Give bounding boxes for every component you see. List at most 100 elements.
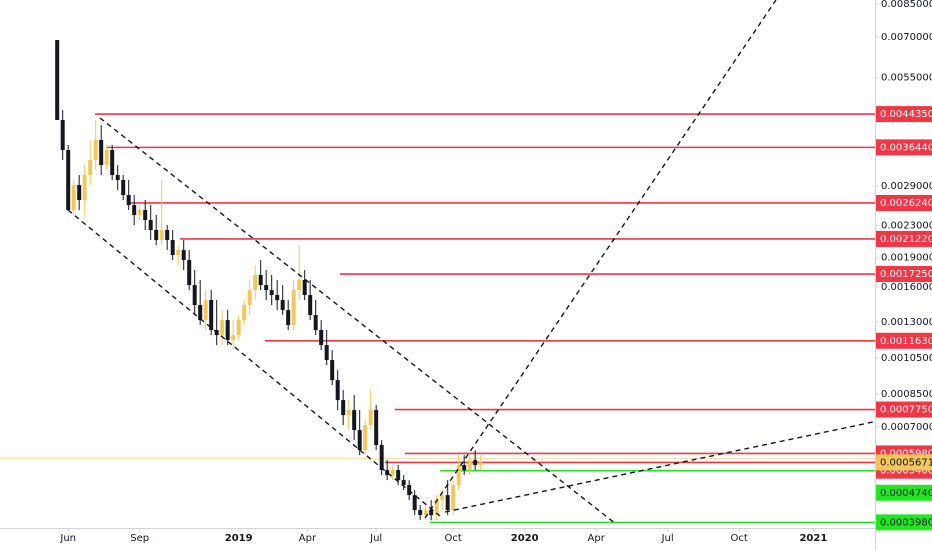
candle-body <box>115 175 120 181</box>
candle-body <box>467 460 472 471</box>
level-label-bg <box>876 139 932 156</box>
x-tick-label: 2020 <box>511 533 539 544</box>
candle-body <box>60 120 65 151</box>
candle-body <box>93 140 98 161</box>
trend-lines <box>67 0 874 525</box>
candle-body <box>385 470 390 476</box>
candle-body <box>137 210 142 216</box>
y-tick-label: 0.0085000 <box>881 0 932 10</box>
axis-layer: 0.0085000 0.0070000 0.0055000 0.0029000 0.00… <box>59 0 932 544</box>
candle-body <box>352 410 357 431</box>
last-price-label: 0.0005671 <box>880 457 932 468</box>
level-label-bg <box>876 401 932 418</box>
y-tick-label: 0.0013000 <box>881 317 932 328</box>
candle-body <box>99 140 104 166</box>
candle-body <box>220 320 225 336</box>
y-tick-label: 0.0007000 <box>881 422 932 433</box>
candle-body <box>181 250 186 261</box>
candle-body <box>445 495 450 511</box>
x-tick-label: Oct <box>445 533 462 544</box>
candle-body <box>440 495 445 501</box>
candle-body <box>242 305 247 321</box>
candle-body <box>132 205 137 216</box>
y-tick-label: 0.0029000 <box>881 181 932 192</box>
candle-body <box>264 285 269 291</box>
candle-body <box>412 495 417 511</box>
candle-body <box>451 485 456 511</box>
level-label: 0.0036440 <box>880 142 932 153</box>
candle-body <box>335 380 340 401</box>
level-label: 0.0021220 <box>880 234 932 245</box>
trend-line <box>99 117 617 525</box>
candle-body <box>478 462 483 466</box>
candle-body <box>390 470 395 476</box>
levels-layer <box>0 113 875 524</box>
candle-body <box>126 195 131 206</box>
candle-body <box>71 185 76 211</box>
level-label-bg <box>876 332 932 349</box>
candle-body <box>258 275 263 286</box>
last-price-label-bg <box>876 454 932 471</box>
level-label: 0.0044350 <box>880 109 932 120</box>
candle-body <box>148 220 153 231</box>
candle-body <box>55 40 60 121</box>
candle-body <box>236 320 241 336</box>
candle-body <box>363 425 368 451</box>
candle-body <box>77 185 82 201</box>
candle-body <box>143 210 148 221</box>
candle-body <box>374 410 379 446</box>
level-label-bg <box>876 106 932 123</box>
candle-body <box>104 150 109 166</box>
candle-body <box>275 295 280 301</box>
y-tick-label: 0.0023000 <box>881 220 932 231</box>
candle-body <box>110 150 115 176</box>
level-label: 0.0003980 <box>880 517 932 528</box>
y-tick-label: 0.0055000 <box>881 73 932 84</box>
candle-body <box>319 330 324 346</box>
x-tick-label: Jun <box>59 533 76 544</box>
candle-body <box>231 335 236 341</box>
candle-body <box>253 275 258 291</box>
candle-body <box>154 230 159 241</box>
x-tick-label: Oct <box>731 533 748 544</box>
candle-body <box>121 180 126 196</box>
candle-body <box>170 240 175 256</box>
candle-body <box>346 410 351 416</box>
x-tick-label: Jul <box>661 533 674 544</box>
candle-body <box>247 290 252 306</box>
candle-body <box>308 295 313 316</box>
candle-body <box>302 280 307 296</box>
level-label: 0.0004740 <box>880 488 932 499</box>
candle-body <box>198 305 203 321</box>
candle-body <box>291 290 296 326</box>
candle-body <box>192 285 197 306</box>
candle-body <box>187 260 192 286</box>
candle-body <box>225 320 230 341</box>
level-label-bg <box>876 230 932 247</box>
candle-body <box>280 300 285 311</box>
candle-body <box>324 345 329 361</box>
candle-body <box>462 465 467 471</box>
y-tick-label: 0.0070000 <box>881 32 932 43</box>
y-tick-label: 0.0008500 <box>881 389 932 400</box>
trend-line <box>444 421 874 513</box>
candle-body <box>423 510 428 516</box>
level-label-bg <box>876 484 932 501</box>
x-tick-label: 2021 <box>799 533 827 544</box>
candle-body <box>203 300 208 321</box>
candle-body <box>66 150 71 211</box>
level-label: 0.0011630 <box>880 336 932 347</box>
candle-body <box>418 510 423 516</box>
y-tick-label: 0.0016000 <box>881 282 932 293</box>
candle-body <box>159 230 164 241</box>
candle-body <box>456 465 461 486</box>
candle-body <box>82 175 87 201</box>
candles-layer <box>55 40 483 521</box>
level-label: 0.0017250 <box>880 269 932 280</box>
x-tick-label: Apr <box>299 533 317 544</box>
candle-body <box>341 400 346 416</box>
candle-body <box>473 460 478 466</box>
x-tick-label: Jul <box>369 533 382 544</box>
y-tick-label: 0.0010500 <box>881 353 932 364</box>
